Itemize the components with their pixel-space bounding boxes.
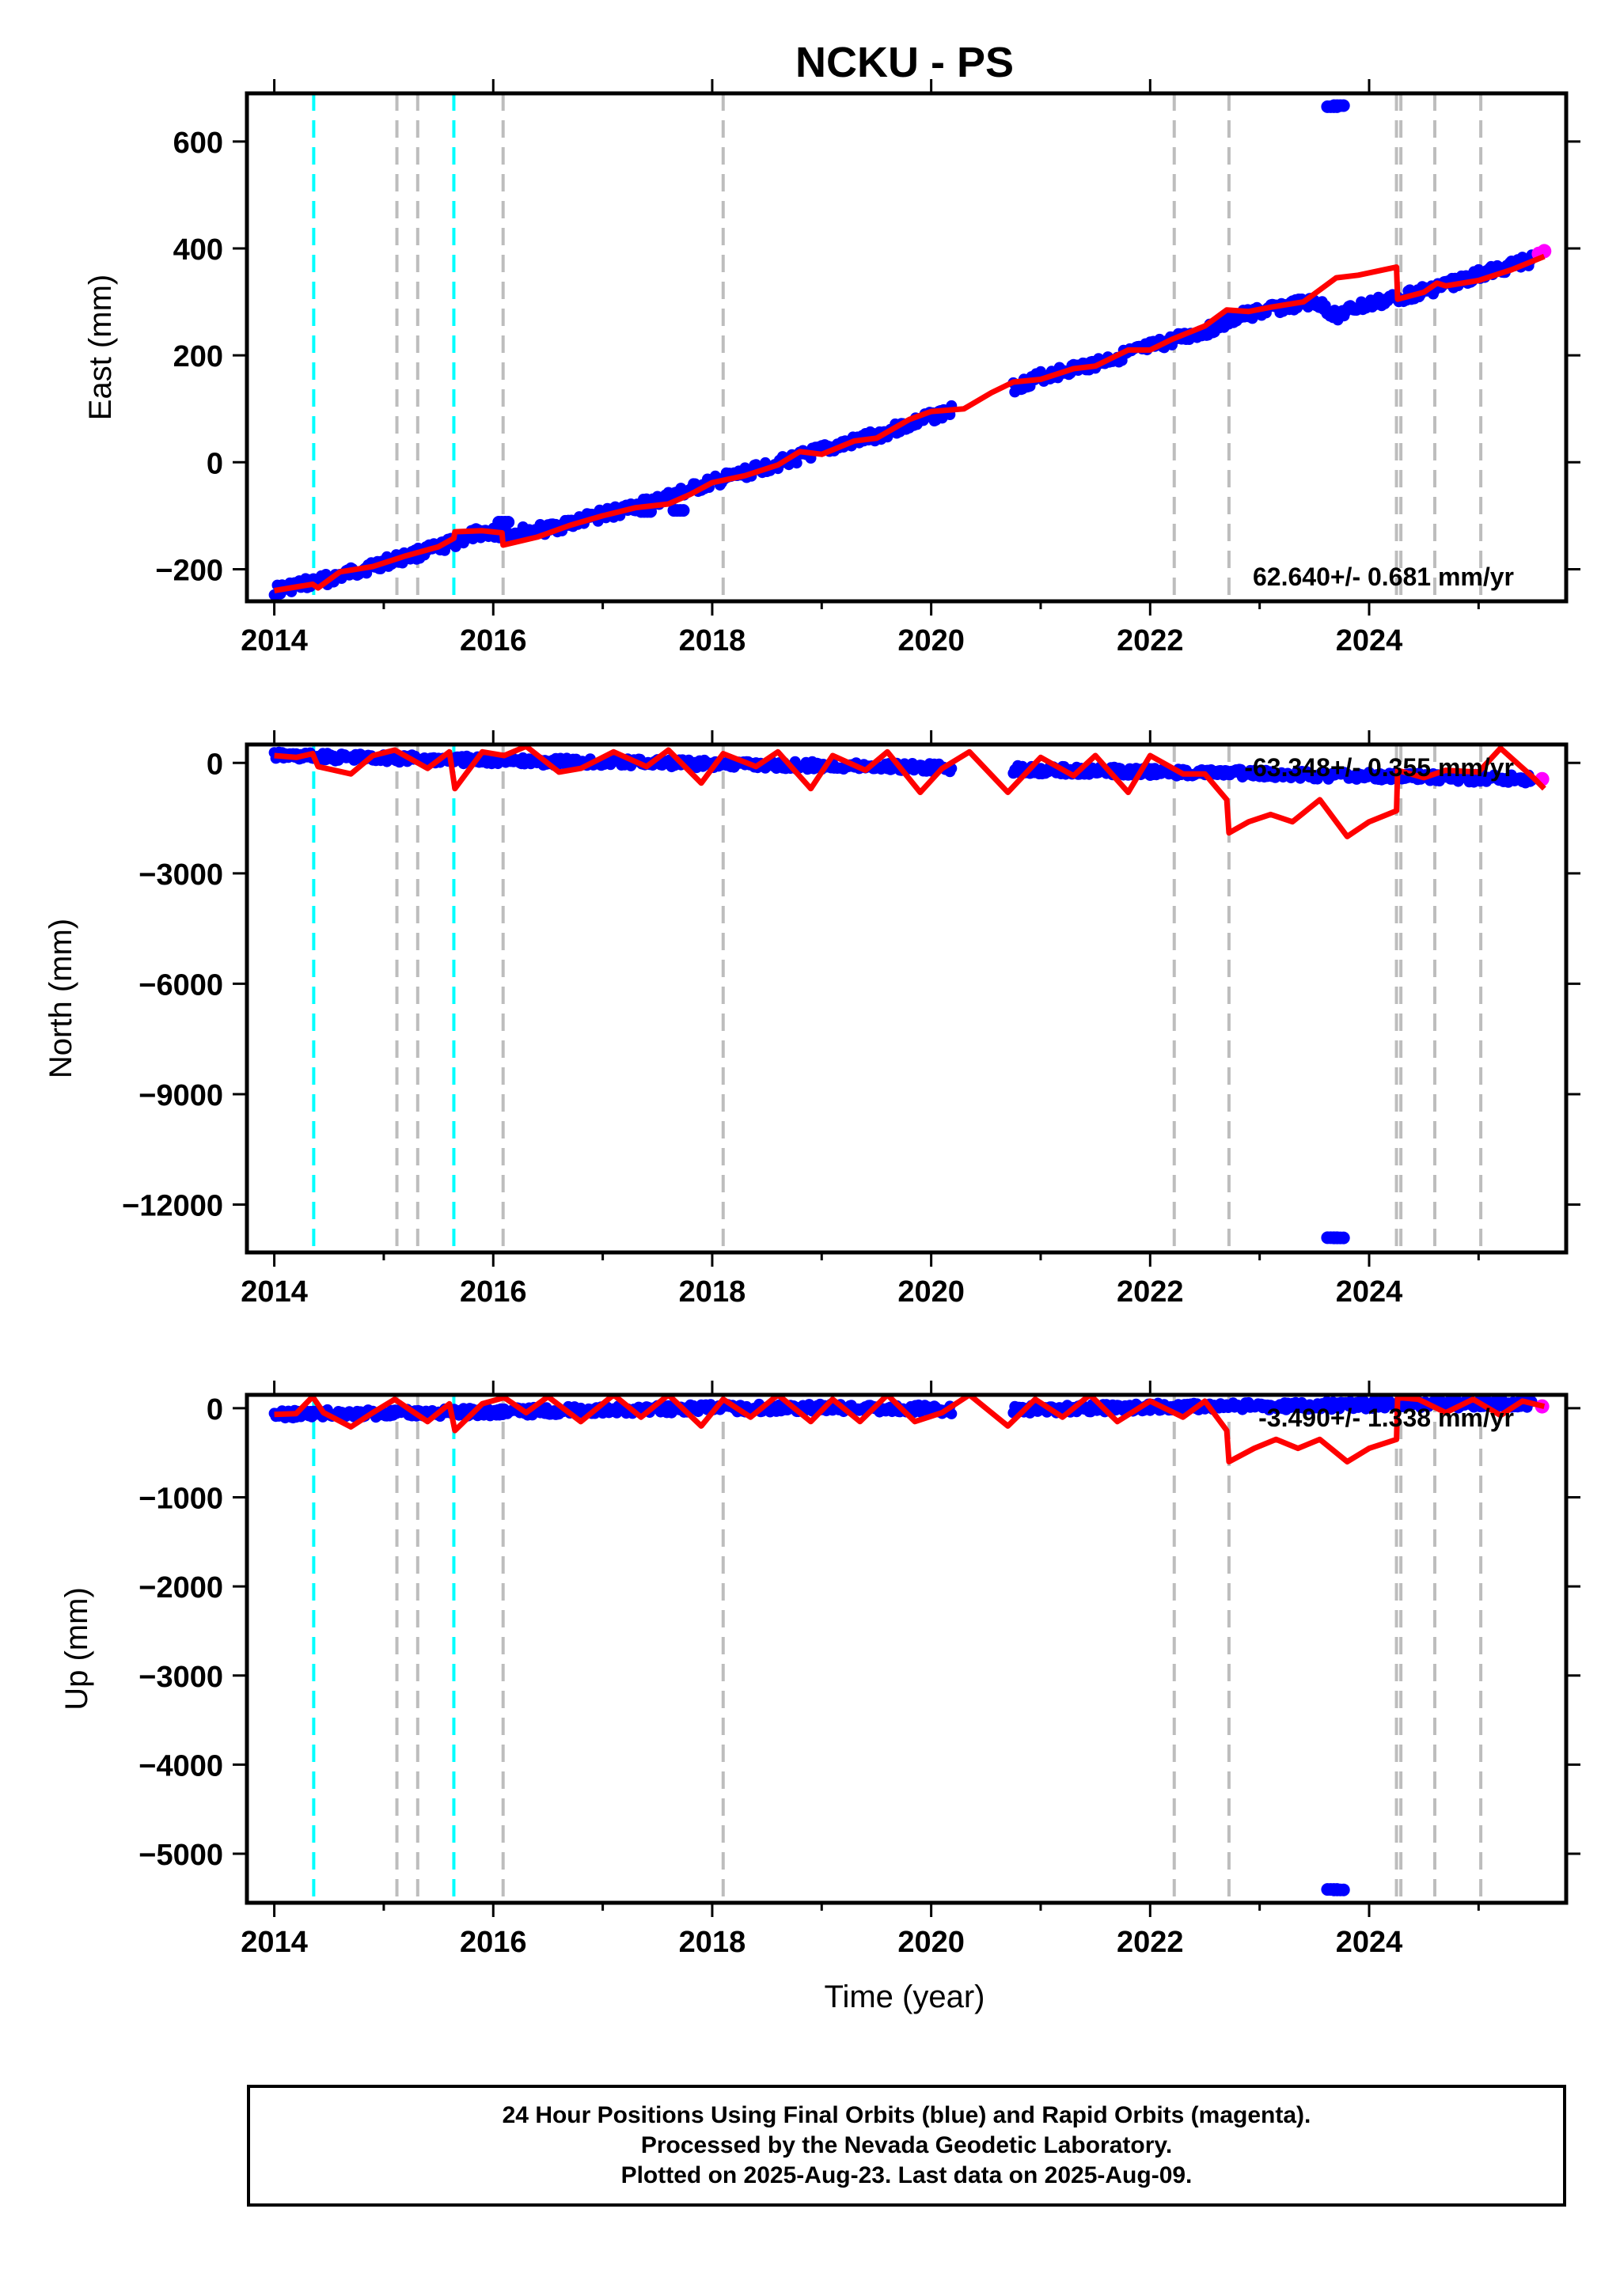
y-axis-label: East (mm)	[83, 275, 118, 420]
x-tick-label: 2018	[679, 624, 746, 657]
y-tick-label: −5000	[138, 1839, 223, 1872]
x-tick-label: 2022	[1117, 1926, 1184, 1959]
y-tick-label: 0	[207, 1393, 223, 1426]
y-tick-label: −1000	[138, 1483, 223, 1516]
outlier-point	[502, 516, 515, 529]
x-tick-label: 2018	[679, 1926, 746, 1959]
x-tick-label: 2020	[897, 1275, 965, 1309]
y-tick-label: −3000	[138, 1661, 223, 1694]
x-tick-label: 2018	[679, 1275, 746, 1309]
y-tick-label: −12000	[122, 1190, 223, 1223]
outlier-point	[677, 504, 690, 517]
outlier-point	[1337, 1231, 1350, 1245]
final-orbit-series	[268, 99, 1552, 601]
x-tick-label: 2020	[897, 1926, 965, 1959]
y-tick-label: 0	[207, 447, 223, 480]
x-tick-label: 2022	[1117, 624, 1184, 657]
x-tick-label: 2024	[1336, 624, 1403, 657]
final-orbit-point	[791, 457, 802, 469]
plot-frame	[245, 742, 1569, 1255]
y-tick-label: 200	[173, 340, 223, 373]
model-line	[274, 253, 1546, 593]
final-orbit-series	[268, 746, 1550, 1245]
y-tick-label: 0	[207, 748, 223, 781]
y-tick-label: 600	[173, 127, 223, 160]
x-tick-label: 2016	[460, 624, 527, 657]
plot-frame	[245, 1392, 1569, 1905]
final-orbit-series	[268, 1395, 1550, 1896]
rapid-orbit-point	[1537, 244, 1552, 259]
x-tick-label: 2020	[897, 624, 965, 657]
panel-north: 2014 2016 2018 2020 2022 2024 −12000 −9000 −6000…	[44, 730, 1580, 1309]
rate-label: -63.348+/- 0.355 mm/yr	[1244, 753, 1514, 782]
y-tick-label: −200	[155, 554, 223, 587]
footer-line-1: 24 Hour Positions Using Final Orbits (bl…	[502, 2102, 1311, 2128]
footer-box: 24 Hour Positions Using Final Orbits (bl…	[247, 2085, 1566, 2207]
rate-label: -3.490+/- 1.338 mm/yr	[1258, 1404, 1514, 1432]
x-tick-label: 2024	[1336, 1275, 1403, 1309]
y-axis-label: Up (mm)	[59, 1587, 94, 1711]
x-tick-label: 2016	[460, 1926, 527, 1959]
y-tick-label: −2000	[138, 1571, 223, 1605]
footer-line-3: Plotted on 2025-Aug-23. Last data on 202…	[620, 2162, 1193, 2188]
x-tick-label: 2016	[460, 1275, 527, 1309]
panel-east: 2014 2016 2018 2020 2022 2024 −200 0 200 400 600 Ea…	[83, 79, 1580, 657]
y-tick-label: −6000	[138, 968, 223, 1002]
model-line	[274, 1395, 1546, 1464]
plot-frame	[245, 91, 1569, 604]
chart-title: NCKU - PS	[795, 39, 1014, 86]
x-tick-label: 2014	[241, 1275, 308, 1309]
panel-up: 2014 2016 2018 2020 2022 2024 −5000 −4000 −3000 −…	[59, 1381, 1580, 1959]
y-axis-label: North (mm)	[44, 919, 78, 1078]
footer-line-2: Processed by the Nevada Geodetic Laborat…	[640, 2132, 1173, 2158]
y-tick-label: −4000	[138, 1749, 223, 1783]
y-tick-label: −3000	[138, 858, 223, 892]
model-line	[274, 744, 1546, 839]
outlier-point	[1337, 99, 1350, 112]
x-tick-label: 2014	[241, 1926, 308, 1959]
y-tick-label: 400	[173, 233, 223, 267]
rate-label: 62.640+/- 0.681 mm/yr	[1253, 563, 1514, 591]
x-tick-label: 2024	[1336, 1926, 1403, 1959]
x-tick-label: 2022	[1117, 1275, 1184, 1309]
y-tick-label: −9000	[138, 1079, 223, 1112]
x-tick-label: 2014	[241, 624, 308, 657]
x-axis-label: Time (year)	[825, 1980, 985, 2014]
outlier-point	[1337, 1883, 1350, 1896]
